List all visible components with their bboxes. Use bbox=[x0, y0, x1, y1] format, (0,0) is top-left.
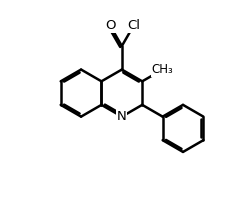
Text: CH₃: CH₃ bbox=[152, 63, 174, 76]
Text: Cl: Cl bbox=[127, 19, 140, 32]
Text: N: N bbox=[117, 110, 127, 123]
Text: O: O bbox=[105, 19, 115, 32]
